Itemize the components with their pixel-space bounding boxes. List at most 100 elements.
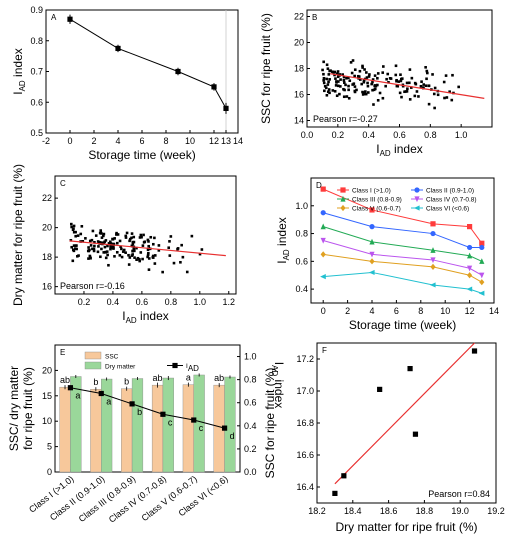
panel-d-legend-marker bbox=[414, 196, 420, 203]
panel-b-point bbox=[367, 91, 370, 94]
panel-d-xtick-label: 10 bbox=[440, 306, 450, 316]
panel-e-line-letter: d bbox=[230, 431, 235, 441]
panel-b-point bbox=[376, 72, 380, 75]
panel-b-point bbox=[327, 88, 331, 91]
panel-b-point bbox=[347, 84, 350, 88]
panel-c-point bbox=[115, 231, 118, 235]
panel-c-point bbox=[107, 263, 110, 267]
panel-c-point bbox=[76, 254, 79, 258]
panel-b-point bbox=[332, 70, 335, 74]
panel-d-point bbox=[320, 186, 326, 192]
panel-c-point bbox=[81, 240, 85, 243]
panel-c-point bbox=[99, 255, 102, 259]
panel-b-point bbox=[405, 90, 409, 93]
panel-c-point bbox=[109, 246, 113, 250]
panel-c-point bbox=[109, 247, 112, 251]
panel-b-point bbox=[373, 84, 377, 87]
panel-c-point bbox=[179, 260, 182, 264]
panel-c-point bbox=[127, 253, 130, 257]
panel-c-point bbox=[103, 245, 107, 249]
panel-c-point bbox=[153, 236, 156, 240]
panel-b-point bbox=[396, 84, 400, 88]
panel-d-point bbox=[479, 240, 485, 246]
panel-f-ytick-label: 16.8 bbox=[296, 418, 314, 428]
panel-c-point bbox=[157, 244, 161, 247]
panel-b-point bbox=[378, 91, 382, 95]
panel-c-xtick-label: 1.2 bbox=[223, 297, 236, 307]
panel-b-point bbox=[361, 66, 364, 69]
panel-b-point bbox=[347, 88, 350, 92]
panel-a-point bbox=[223, 105, 229, 111]
panel-b-point bbox=[433, 106, 436, 110]
panel-f-point bbox=[471, 348, 478, 354]
panel-b-xtick-label: 0.2 bbox=[332, 130, 345, 140]
panel-b-point bbox=[394, 73, 398, 77]
panel-c-point bbox=[100, 241, 104, 245]
panel-d-xtick-label: 2 bbox=[345, 306, 350, 316]
panel-b-xtick-label: 1.0 bbox=[455, 130, 468, 140]
panel-c-point bbox=[167, 246, 171, 250]
panel-d-legend-label: Class I (>1.0) bbox=[352, 188, 391, 195]
panel-c-point bbox=[92, 249, 96, 253]
panel-c-point bbox=[119, 245, 122, 248]
panel-b-point bbox=[333, 89, 337, 93]
panel-c-xtick-label: 1.0 bbox=[194, 297, 207, 307]
panel-d-point bbox=[467, 272, 473, 279]
panel-b-point bbox=[445, 96, 449, 99]
panel-b-point bbox=[359, 78, 362, 81]
panel-d-series-line bbox=[323, 253, 483, 283]
panel-d-point bbox=[320, 237, 326, 244]
panel-c-point bbox=[132, 235, 136, 239]
panel-b-point bbox=[403, 90, 406, 94]
panel-e-y2tick-label: 1.0 bbox=[244, 352, 257, 362]
panel-c-point bbox=[131, 242, 135, 246]
panel-e-y2tick-label: 0.8 bbox=[244, 375, 257, 385]
panel-b-point bbox=[322, 72, 325, 76]
panel-c-point bbox=[89, 244, 93, 247]
panel-b-point bbox=[408, 68, 412, 71]
panel-c-point bbox=[146, 255, 149, 259]
panel-d-point bbox=[369, 238, 375, 245]
panel-c-point bbox=[88, 255, 92, 259]
panel-c-point bbox=[87, 246, 90, 249]
panel-f-point bbox=[412, 431, 419, 437]
panel-a-line bbox=[69, 18, 227, 109]
panel-c-point bbox=[143, 240, 147, 244]
panel-c-point bbox=[104, 239, 108, 242]
panel-e-ytick-label: 15 bbox=[42, 391, 52, 401]
panel-c-point bbox=[97, 245, 100, 248]
panel-c-point bbox=[138, 259, 141, 263]
panel-b-point bbox=[436, 93, 440, 97]
panel-a-frame bbox=[45, 9, 239, 134]
panel-c-point bbox=[135, 246, 138, 250]
panel-b-point bbox=[342, 87, 345, 91]
panel-b-point bbox=[386, 72, 390, 76]
panel-f-ylabel: SSC for ripe fruit (%) bbox=[263, 368, 277, 479]
panel-e-line-letter: a bbox=[75, 391, 80, 401]
panel-d-point bbox=[467, 244, 473, 251]
panel-b-point bbox=[351, 59, 355, 62]
panel-b-point bbox=[376, 98, 380, 102]
panel-b-point bbox=[338, 92, 341, 96]
panel-c-point bbox=[147, 268, 151, 271]
panel-c-xtick-label: 0.6 bbox=[136, 297, 149, 307]
panel-b-point bbox=[361, 93, 365, 96]
panel-c-point bbox=[113, 237, 116, 240]
panel-b-point bbox=[365, 71, 368, 74]
panel-b-point bbox=[362, 79, 366, 82]
panel-b-point bbox=[408, 98, 412, 101]
panel-c-point bbox=[115, 241, 119, 245]
panel-a-xtick-label: 8 bbox=[163, 136, 168, 146]
panel-b-point bbox=[357, 75, 361, 78]
panel-c-xlabel: IAD index bbox=[122, 309, 169, 325]
panel-b-point bbox=[364, 92, 368, 96]
panel-b-point bbox=[371, 88, 374, 92]
panel-d-series-line bbox=[323, 212, 482, 248]
panel-b-point bbox=[405, 81, 409, 85]
panel-c-point bbox=[168, 254, 172, 257]
panel-b-point bbox=[448, 90, 451, 93]
panel-e-line-letter: c bbox=[168, 417, 173, 427]
panel-c-point bbox=[147, 257, 151, 260]
panel-c-point bbox=[139, 251, 143, 254]
panel-b-point bbox=[381, 71, 385, 74]
